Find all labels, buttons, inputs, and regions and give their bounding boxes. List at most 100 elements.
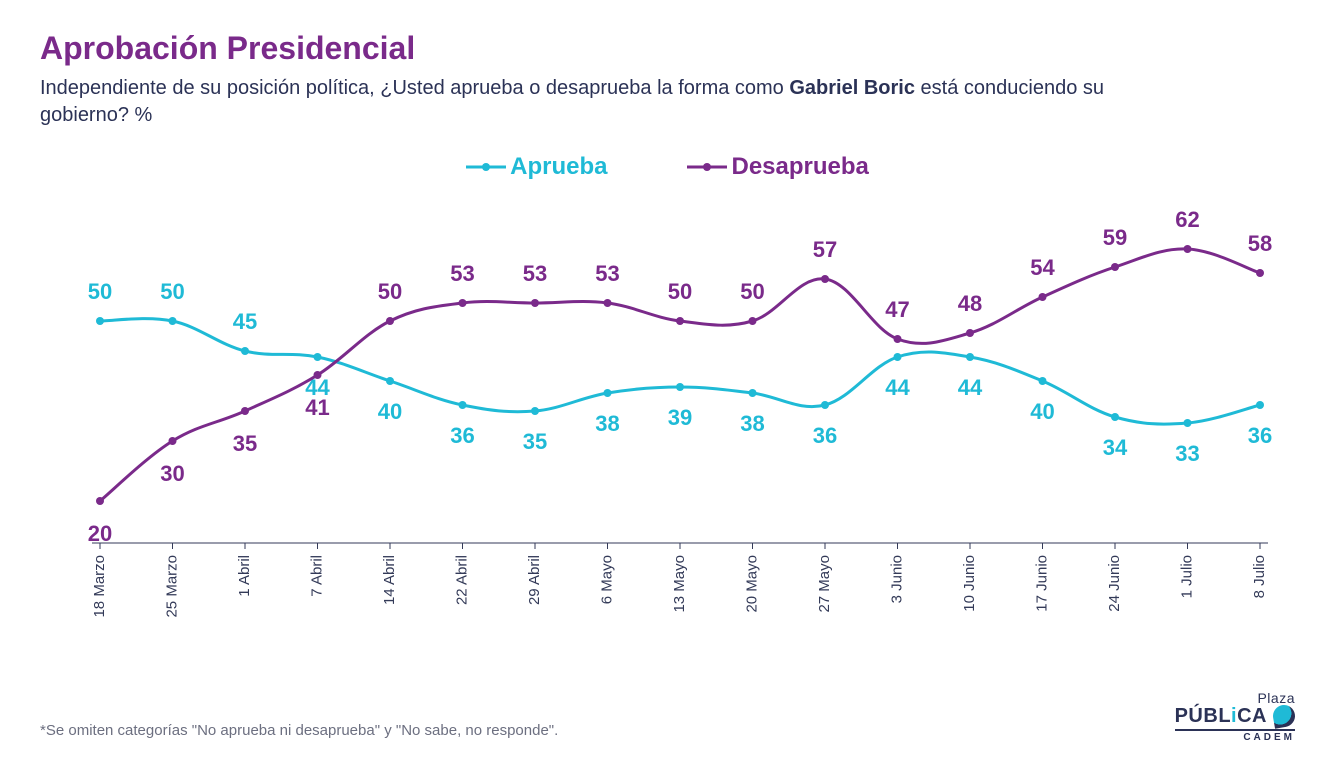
- series-marker: [676, 317, 684, 325]
- x-axis-label: 27 Mayo: [816, 555, 833, 613]
- data-label: 48: [958, 291, 982, 316]
- series-marker: [169, 437, 177, 445]
- brand-line1: Plaza: [1175, 691, 1295, 705]
- series-marker: [1184, 419, 1192, 427]
- data-label: 50: [160, 279, 184, 304]
- series-marker: [1184, 245, 1192, 253]
- series-marker: [821, 275, 829, 283]
- series-marker: [531, 299, 539, 307]
- series-marker: [749, 389, 757, 397]
- brand-logo: Plaza PÚBLiCA CADEM: [1175, 691, 1295, 743]
- series-marker: [821, 401, 829, 409]
- brand-line3: CADEM: [1175, 733, 1295, 743]
- series-marker: [1256, 401, 1264, 409]
- x-axis-label: 25 Marzo: [163, 555, 180, 618]
- data-label: 44: [885, 375, 910, 400]
- footnote: *Se omiten categorías "No aprueba ni des…: [40, 722, 558, 739]
- brand-line2: PÚBLiCA: [1175, 705, 1295, 731]
- series-marker: [314, 371, 322, 379]
- data-label: 36: [813, 423, 837, 448]
- series-marker: [96, 317, 104, 325]
- legend-swatch: [466, 157, 506, 177]
- x-axis-label: 18 Marzo: [91, 555, 108, 618]
- data-label: 47: [885, 297, 909, 322]
- data-label: 40: [378, 399, 402, 424]
- x-axis-label: 7 Abril: [308, 555, 325, 597]
- data-label: 59: [1103, 225, 1127, 250]
- question-text: Independiente de su posición política, ¿…: [40, 75, 1190, 129]
- data-label: 35: [233, 431, 257, 456]
- legend-item: Aprueba: [466, 153, 607, 181]
- series-marker: [314, 353, 322, 361]
- data-label: 38: [595, 411, 619, 436]
- series-marker: [604, 299, 612, 307]
- data-label: 45: [233, 309, 257, 334]
- series-marker: [894, 335, 902, 343]
- x-axis-label: 24 Junio: [1106, 555, 1123, 612]
- series-marker: [966, 353, 974, 361]
- series-marker: [241, 347, 249, 355]
- x-axis-label: 3 Junio: [888, 555, 905, 603]
- series-marker: [459, 299, 467, 307]
- legend-swatch: [687, 157, 727, 177]
- data-label: 53: [450, 261, 474, 286]
- series-marker: [96, 497, 104, 505]
- x-axis-label: 14 Abril: [381, 555, 398, 605]
- x-axis-label: 8 Julio: [1251, 555, 1268, 598]
- series-marker: [604, 389, 612, 397]
- data-label: 39: [668, 405, 692, 430]
- subtitle-bold: Gabriel Boric: [789, 77, 915, 99]
- data-label: 62: [1175, 207, 1199, 232]
- series-marker: [386, 317, 394, 325]
- data-label: 50: [88, 279, 112, 304]
- data-label: 38: [740, 411, 764, 436]
- x-axis-label: 17 Junio: [1033, 555, 1050, 612]
- data-label: 36: [450, 423, 474, 448]
- data-label: 53: [595, 261, 619, 286]
- series-marker: [749, 317, 757, 325]
- series-marker: [531, 407, 539, 415]
- data-label: 36: [1248, 423, 1272, 448]
- legend-label: Aprueba: [510, 153, 607, 181]
- data-label: 57: [813, 237, 837, 262]
- x-axis-label: 1 Abril: [236, 555, 253, 597]
- series-marker: [966, 329, 974, 337]
- x-axis-label: 1 Julio: [1178, 555, 1195, 598]
- legend-label: Desaprueba: [731, 153, 868, 181]
- series-marker: [241, 407, 249, 415]
- x-axis-label: 13 Mayo: [671, 555, 688, 613]
- page-root: Aprobación Presidencial Independiente de…: [0, 0, 1335, 761]
- series-marker: [894, 353, 902, 361]
- legend: Aprueba Desaprueba: [40, 153, 1295, 181]
- subtitle-prefix: Independiente de su posición política, ¿…: [40, 77, 789, 99]
- page-title: Aprobación Presidencial: [40, 30, 1295, 67]
- series-marker: [676, 383, 684, 391]
- x-axis-label: 29 Abril: [526, 555, 543, 605]
- data-label: 34: [1103, 435, 1128, 460]
- data-label: 50: [740, 279, 764, 304]
- data-label: 54: [1030, 255, 1055, 280]
- brand-icon: [1271, 703, 1296, 728]
- series-marker: [1039, 293, 1047, 301]
- data-label: 53: [523, 261, 547, 286]
- data-label: 50: [378, 279, 402, 304]
- series-marker: [1111, 263, 1119, 271]
- data-label: 35: [523, 429, 547, 454]
- data-label: 50: [668, 279, 692, 304]
- data-label: 40: [1030, 399, 1054, 424]
- series-marker: [459, 401, 467, 409]
- series-marker: [1039, 377, 1047, 385]
- x-axis-label: 20 Mayo: [743, 555, 760, 613]
- series-marker: [1256, 269, 1264, 277]
- series-marker: [169, 317, 177, 325]
- series-marker: [1111, 413, 1119, 421]
- data-label: 20: [88, 521, 112, 546]
- data-label: 58: [1248, 231, 1272, 256]
- data-label: 33: [1175, 441, 1199, 466]
- legend-item: Desaprueba: [687, 153, 868, 181]
- line-chart: 5050454440363538393836444440343336203035…: [40, 201, 1295, 621]
- data-label: 44: [958, 375, 983, 400]
- x-axis-label: 6 Mayo: [598, 555, 615, 604]
- x-axis-label: 22 Abril: [453, 555, 470, 605]
- x-axis-label: 10 Junio: [961, 555, 978, 612]
